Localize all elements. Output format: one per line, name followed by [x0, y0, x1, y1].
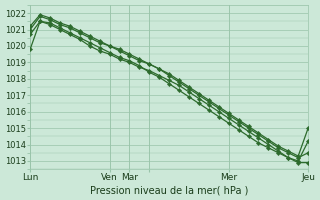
- X-axis label: Pression niveau de la mer( hPa ): Pression niveau de la mer( hPa ): [90, 185, 248, 195]
